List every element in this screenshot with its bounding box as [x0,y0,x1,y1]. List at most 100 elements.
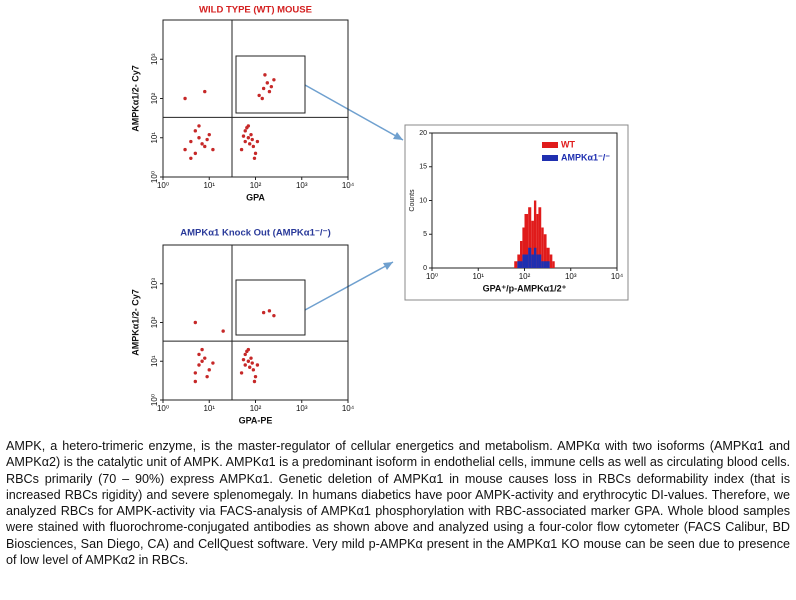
arrow [304,84,404,141]
y-tick-label: 10² [150,316,159,328]
data-point [246,359,251,363]
legend-label: WT [561,139,575,149]
data-point [193,371,198,375]
x-tick-label: 10⁰ [157,404,169,413]
data-point [252,156,257,160]
x-tick-label: 10¹ [203,404,215,413]
data-point [197,352,201,357]
data-point [189,139,193,144]
data-point [272,313,276,318]
data-point [205,374,209,379]
data-point [207,132,211,137]
data-point [200,347,204,352]
chart-title: WILD TYPE (WT) MOUSE [199,5,312,16]
histogram-bar [517,261,521,268]
y-axis-label: AMPKα1/2- Cy7 [130,289,140,356]
histogram-bar [546,247,550,268]
x-tick-label: 10¹ [472,272,484,281]
x-tick-label: 10⁴ [342,181,355,190]
data-point [260,96,264,101]
data-point [246,347,251,352]
histogram-bar [528,247,532,268]
data-point [221,329,225,333]
y-tick-label: 10² [150,92,159,104]
data-point [263,73,267,77]
data-point [200,359,204,363]
histogram-bar [520,261,523,268]
histogram-bar [528,207,532,268]
histogram-bar [536,214,539,268]
data-point [243,139,247,144]
data-point [251,368,256,372]
data-point [193,320,198,325]
x-tick-label: 10⁴ [342,404,355,413]
histogram-bar [533,247,537,268]
data-point [205,137,209,142]
x-tick-label: 10² [519,272,531,281]
histogram-bar [538,254,542,268]
data-point [241,134,246,138]
data-point [265,81,270,85]
histogram-bar [524,254,529,268]
legend-swatch [542,155,558,161]
data-point [197,136,201,140]
histogram-bar [543,261,547,268]
y-tick-label: 20 [419,130,427,137]
data-point [261,86,266,91]
legend-swatch [542,142,558,148]
histogram-bar [531,220,534,268]
histogram-bar [549,254,553,268]
data-point [193,129,198,133]
data-point [241,357,246,362]
x-tick-label: 10² [250,181,262,190]
histogram-bar [541,227,544,268]
data-point [183,96,187,101]
data-point [193,379,198,384]
y-tick-label: 10³ [150,53,159,65]
histogram-bar [538,207,542,268]
x-tick-label: 10⁰ [157,181,169,190]
data-point [269,84,274,89]
x-tick-label: 10⁰ [426,272,438,281]
data-point [261,310,266,315]
histogram-bar [543,234,547,268]
data-point [207,368,211,372]
legend-label: AMPKα1⁻/⁻ [561,152,610,162]
histogram-bar [541,261,544,268]
data-point [253,374,258,379]
histogram-panel [404,124,629,301]
data-point [203,89,207,94]
histogram-bar [546,261,550,268]
y-tick-label: 10¹ [150,355,159,367]
x-axis-label: GPA-PE [239,415,273,425]
data-point [211,147,215,152]
data-point [243,352,247,357]
y-tick-label: 10 [419,197,427,204]
data-point [248,365,252,369]
data-point [251,144,256,149]
x-axis-label: GPA [246,192,265,202]
arrow [304,261,394,311]
y-tick-label: 10⁰ [150,394,159,406]
data-point [243,129,247,133]
x-tick-label: 10³ [296,404,308,413]
data-point [203,356,207,360]
data-point [246,136,251,140]
data-point [246,124,251,128]
data-point [183,147,187,152]
data-point [267,309,272,313]
data-point [239,147,244,152]
data-point [255,363,260,367]
histogram-bar [514,261,518,268]
data-point [272,78,276,82]
caption-paragraph: AMPK, a hetero-trimeric enzyme, is the m… [6,439,790,568]
histogram-bar [552,261,555,268]
gate-box [235,55,306,114]
histogram-bar [531,254,534,268]
x-axis-label: GPA⁺/p-AMPKα1/2⁺ [483,283,567,293]
y-tick-label: 10⁰ [150,171,159,183]
data-point [189,156,193,160]
data-point [248,142,252,146]
histogram-bar [536,254,539,268]
histogram-bar [522,227,525,268]
